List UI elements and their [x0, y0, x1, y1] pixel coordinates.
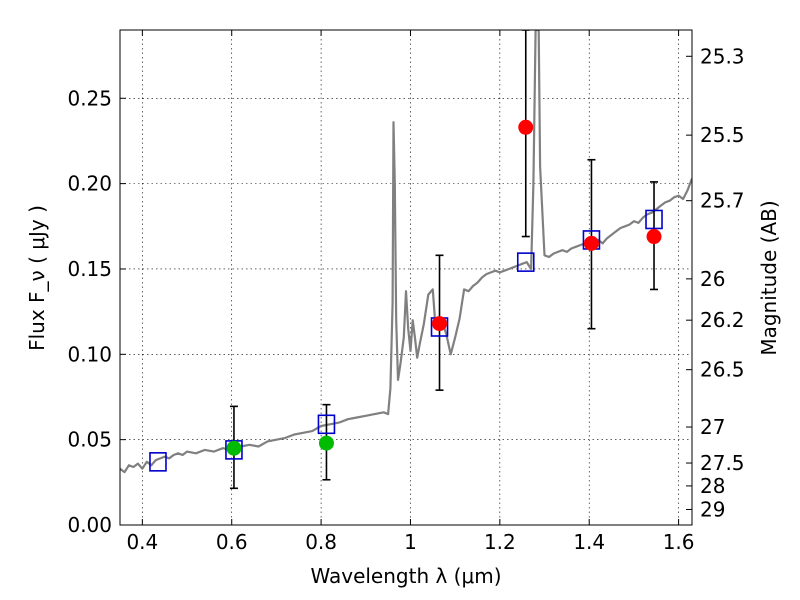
right-axis-label: Magnitude (AB) — [757, 200, 781, 355]
y-axis-ticks: 0.00 0.05 0.10 0.15 0.20 0.25 — [67, 86, 126, 537]
x-axis-ticks: 0.4 0.6 0.8 1 1.2 1.4 1.6 — [126, 30, 695, 554]
data-circle-marker — [518, 119, 534, 135]
error-bar-layer — [229, 30, 659, 490]
y-tick-label: 0.15 — [67, 257, 112, 281]
model-square-marker — [317, 414, 336, 435]
right-tick-label: 26.5 — [700, 358, 745, 382]
spectrum-line-layer — [120, 30, 692, 474]
right-tick-label: 26.2 — [700, 308, 745, 332]
y-tick-label: 0.25 — [67, 86, 112, 110]
model-square-marker — [149, 452, 167, 472]
x-tick-label: 1.2 — [484, 530, 516, 554]
circle-marker-layer — [226, 119, 662, 456]
data-circle-marker — [646, 229, 662, 245]
x-tick-label: 1.6 — [663, 530, 695, 554]
square-marker-layer — [149, 209, 663, 472]
y-tick-label: 0.20 — [67, 172, 112, 196]
data-circle-marker — [318, 435, 334, 451]
right-tick-label: 27.5 — [700, 451, 745, 475]
y-tick-label: 0.10 — [67, 342, 112, 366]
x-tick-label: 1 — [404, 530, 417, 554]
right-tick-label: 25.7 — [700, 189, 745, 213]
x-tick-label: 0.8 — [305, 530, 337, 554]
x-tick-label: 0.4 — [126, 530, 158, 554]
data-circle-marker — [583, 235, 599, 251]
y-axis-label: Flux F_ν ( μJy ) — [25, 205, 49, 351]
x-axis-label: Wavelength λ (μm) — [310, 564, 501, 588]
right-tick-label: 26 — [700, 267, 725, 291]
y-tick-label: 0.00 — [67, 513, 112, 537]
data-circle-marker — [432, 316, 448, 332]
y-tick-label: 0.05 — [67, 428, 112, 452]
x-tick-label: 1.4 — [573, 530, 605, 554]
grid — [120, 30, 692, 526]
right-tick-label: 27 — [700, 415, 725, 439]
right-tick-label: 25.5 — [700, 123, 745, 147]
spectrum-line — [120, 30, 692, 474]
model-square-marker — [516, 252, 535, 272]
right-tick-label: 25.3 — [700, 44, 745, 68]
right-tick-label: 29 — [700, 497, 725, 521]
data-circle-marker — [226, 440, 242, 456]
model-square-marker — [645, 209, 663, 230]
plot-frame — [119, 29, 693, 526]
right-tick-label: 28 — [700, 474, 725, 498]
x-tick-label: 0.6 — [216, 530, 248, 554]
